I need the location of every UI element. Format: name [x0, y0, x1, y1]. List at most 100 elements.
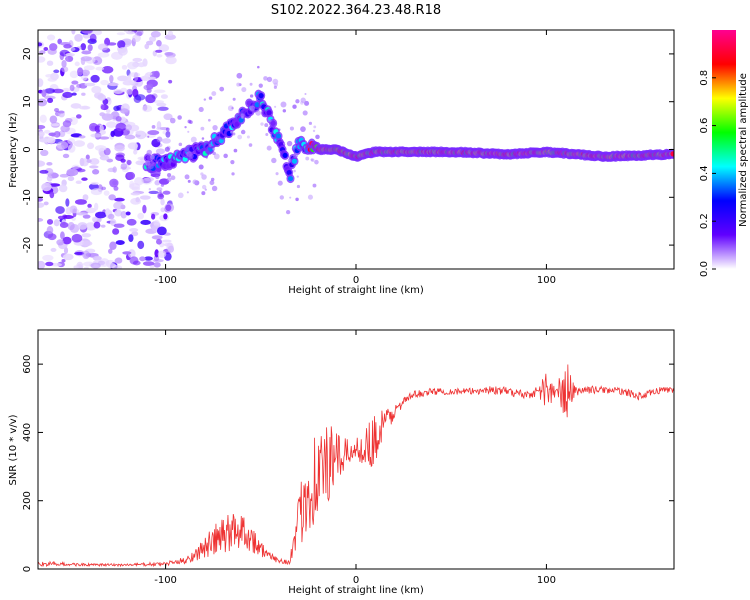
spectrogram-blob — [82, 250, 90, 260]
spectrogram-blob — [65, 206, 73, 215]
spectrogram-speck — [233, 148, 238, 153]
spectrogram-blob — [128, 234, 134, 243]
spectrogram-speck — [202, 184, 207, 190]
spectrogram-blob — [90, 133, 103, 138]
spectrogram-speck — [312, 129, 316, 133]
spectrogram-blob — [163, 213, 168, 220]
spectrogram-blob — [115, 240, 125, 245]
spectrogram-speck — [205, 149, 210, 154]
spectrogram-blob — [110, 219, 117, 226]
spectrogram-blob — [62, 236, 72, 245]
spectrogram-blob — [58, 130, 66, 138]
spectrogram-blob — [148, 36, 157, 42]
spectrogram-blob — [50, 72, 59, 81]
spectrogram-blob — [107, 167, 116, 173]
spectrogram-speck — [263, 76, 268, 81]
spectrogram-blob — [126, 218, 137, 226]
spectrogram-blob — [143, 256, 153, 261]
spectrogram-blob — [122, 80, 134, 86]
spectrogram-blob — [113, 223, 125, 228]
spectrogram-blob — [145, 94, 156, 104]
spectrogram-blob — [90, 188, 103, 196]
spectrogram-blob — [156, 226, 167, 236]
spectrogram-speck — [312, 183, 317, 188]
spectrogram-speck — [289, 196, 292, 199]
spectrogram-blob — [109, 241, 117, 250]
spectrogram-speck — [160, 183, 165, 187]
spectrogram-blob — [127, 249, 136, 259]
spectrogram-blob — [48, 132, 57, 137]
spectrogram-speck — [292, 104, 297, 109]
spectrogram-speck — [201, 191, 206, 196]
spectrogram-core — [287, 175, 294, 182]
snr-y-tick-label: 0 — [22, 566, 33, 572]
spectrogram-speck — [266, 76, 273, 83]
snr-x-tick-label: 100 — [537, 575, 556, 586]
spectrogram-speck — [208, 143, 212, 148]
spectrogram-blob — [133, 72, 139, 81]
colorbar-ticks: 0.0 0.2 0.4 0.6 0.8 — [699, 70, 716, 277]
spectrogram-speck — [201, 137, 205, 140]
spectrogram-speck — [184, 146, 190, 152]
spectrogram-speck — [300, 126, 306, 132]
spectrogram-blob — [82, 240, 93, 247]
spectrogram-blob — [71, 233, 83, 243]
spectrogram-speck — [271, 157, 277, 164]
spectrogram-blob — [69, 84, 75, 92]
spectrogram-blob — [113, 201, 124, 210]
spectrogram-blob — [52, 88, 64, 94]
spectrogram-speck — [268, 119, 272, 123]
spectrogram-blob — [71, 80, 79, 85]
spectrogram-speck — [147, 163, 154, 170]
spectrogram-speck — [236, 72, 243, 79]
spectrogram-speck — [278, 128, 281, 131]
spectrogram-core — [670, 151, 674, 157]
spectrogram-core — [254, 102, 260, 108]
colorbar-tick-label: 0.4 — [699, 165, 710, 181]
spectrogram-blob — [122, 251, 132, 255]
spectrogram-speck — [279, 195, 285, 200]
spectrogram-blob — [69, 47, 76, 52]
spectrogram-blob — [168, 79, 173, 84]
spectrogram-blob — [101, 113, 114, 121]
spectrogram-blob — [53, 69, 60, 74]
spectrogram-blob — [132, 142, 138, 152]
spectrogram-blob — [38, 125, 46, 130]
spectrogram-y-tick-label: 0 — [22, 146, 33, 152]
spectrogram-blob — [65, 198, 70, 207]
spectrogram-blob — [101, 186, 107, 191]
spectrogram-blob — [105, 121, 117, 128]
spectrogram-speck — [240, 113, 245, 118]
spectrogram-blob — [38, 197, 44, 202]
spectrogram-speck — [192, 179, 198, 185]
spectrogram-speck — [289, 126, 294, 131]
spectrogram-blob — [157, 106, 169, 111]
spectrogram-blob — [89, 165, 99, 169]
spectrogram-blob — [120, 211, 127, 219]
spectrogram-blob — [140, 75, 148, 81]
spectrogram-speck — [159, 190, 162, 193]
spectrogram-speck — [169, 117, 176, 124]
spectrogram-blob — [44, 95, 56, 100]
spectrogram-blob — [164, 34, 177, 40]
spectrogram-blob — [100, 224, 106, 228]
spectrogram-blob — [134, 94, 146, 101]
spectrogram-blob — [62, 153, 70, 159]
spectrogram-speck — [223, 153, 228, 159]
spectrogram-y-ticks: -20 -10 0 10 20 — [22, 48, 674, 253]
spectrogram-blob — [81, 92, 86, 96]
spectrogram-blob — [109, 74, 114, 83]
spectrogram-blob — [151, 213, 156, 220]
snr-x-ticks: -100 0 100 — [154, 330, 556, 586]
spectrogram-speck — [184, 126, 187, 129]
spectrogram-blob — [158, 44, 170, 52]
spectrogram-blob — [39, 114, 47, 123]
spectrogram-y-tick-label: -20 — [22, 237, 33, 253]
spectrogram-blob — [58, 184, 68, 193]
spectrogram-speck — [166, 172, 172, 178]
spectrogram-blob — [160, 198, 165, 206]
spectrogram-blob — [76, 212, 88, 216]
spectrogram-blob — [139, 195, 151, 200]
spectrogram-blob — [113, 105, 120, 112]
